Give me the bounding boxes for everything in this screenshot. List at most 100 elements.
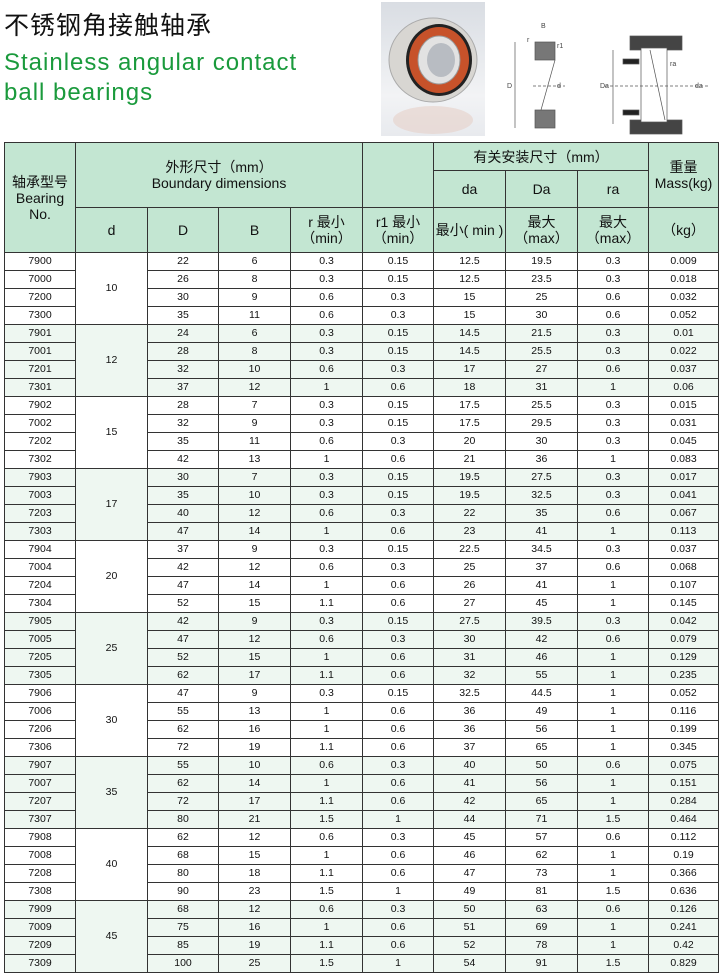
cell-r-min: 0.6 [289,630,364,649]
cell-mass: 0.052 [648,684,720,703]
cell-da-min: 15 [433,288,507,307]
cell-da-min: 30 [433,630,507,649]
cell-da-min: 45 [433,828,507,847]
table-row: 7004 42 12 0.6 0.3 25 37 0.6 0.068 [4,558,720,577]
cell-da-min: 22 [433,504,507,523]
cell-da-min: 42 [433,792,507,811]
cell-B: 8 [218,342,291,361]
table-row: 7205 52 15 1 0.6 31 46 1 0.129 [4,648,720,667]
cell-bearing-no: 7005 [4,630,76,649]
cell-mass: 0.041 [648,486,720,505]
header-D: D [147,207,219,253]
cell-Da-max: 78 [505,936,579,955]
cell-D: 30 [147,468,219,487]
cell-bearing-no: 7904 [4,540,76,559]
cell-B: 15 [218,846,291,865]
cell-r-min: 0.6 [289,432,364,451]
table-row: 7902 15 28 7 0.3 0.15 17.5 25.5 0.3 0.015 [4,396,720,469]
cell-ra-max: 0.6 [577,360,650,379]
cell-B: 10 [218,486,291,505]
cell-bearing-no: 7206 [4,720,76,739]
cell-da-min: 49 [433,882,507,901]
cell-da-min: 52 [433,936,507,955]
cell-r-min: 1 [289,522,364,541]
label-B: B [541,23,546,30]
cell-r1-min: 0.3 [362,558,435,577]
cell-Da-max: 44.5 [505,684,579,703]
cell-Da-max: 62 [505,846,579,865]
cell-mass: 0.042 [648,612,720,631]
cell-r-min: 1 [289,774,364,793]
table-row: 7200 30 9 0.6 0.3 15 25 0.6 0.032 [4,288,720,307]
table-row: 7003 35 10 0.3 0.15 19.5 32.5 0.3 0.041 [4,486,720,505]
cell-ra-max: 0.3 [577,432,650,451]
cell-B: 13 [218,702,291,721]
cell-D: 52 [147,648,219,667]
cell-D: 30 [147,288,219,307]
header-mass: 重量 Mass(kg) [648,142,720,208]
cell-da-min: 15 [433,306,507,325]
cell-bearing-no: 7308 [4,882,76,901]
label-D: D [507,83,512,90]
cell-D: 100 [147,954,219,973]
cell-B: 9 [218,612,291,631]
table-row: 7908 40 62 12 0.6 0.3 45 57 0.6 0.112 [4,828,720,901]
header-r1-min: r1 最小 （min） [362,207,435,253]
bearing-photo [381,2,485,136]
cell-bearing-no: 7306 [4,738,76,757]
cell-mass: 0.075 [648,756,720,775]
cell-r-min: 0.3 [289,612,364,631]
header-B: B [218,207,291,253]
cell-D: 47 [147,684,219,703]
cell-bearing-no: 7201 [4,360,76,379]
cell-Da-max: 46 [505,648,579,667]
cell-r1-min: 0.15 [362,252,435,271]
cell-mass: 0.031 [648,414,720,433]
cell-d: 35 [75,756,148,829]
header-text: 外形尺寸（mm） [165,159,273,175]
cell-r-min: 1.5 [289,954,364,973]
cell-bearing-no: 7300 [4,306,76,325]
cell-B: 7 [218,468,291,487]
cell-B: 10 [218,756,291,775]
cell-r-min: 0.3 [289,468,364,487]
cell-d: 40 [75,828,148,901]
table-row: 7304 52 15 1.1 0.6 27 45 1 0.145 [4,594,720,613]
cell-Da-max: 31 [505,378,579,397]
cell-r1-min: 0.3 [362,288,435,307]
cell-da-min: 44 [433,810,507,829]
cell-d: 15 [75,396,148,469]
cell-Da-max: 55 [505,666,579,685]
cell-ra-max: 1 [577,684,650,703]
cell-r1-min: 0.6 [362,450,435,469]
cell-da-min: 22.5 [433,540,507,559]
cell-r-min: 0.6 [289,288,364,307]
cell-r-min: 0.6 [289,306,364,325]
cell-da-min: 40 [433,756,507,775]
cell-da-min: 18 [433,378,507,397]
cell-r-min: 1 [289,720,364,739]
cell-bearing-no: 7903 [4,468,76,487]
cell-mass: 0.01 [648,324,720,343]
cell-B: 14 [218,522,291,541]
cell-D: 42 [147,450,219,469]
cell-r-min: 1.1 [289,666,364,685]
cell-B: 14 [218,774,291,793]
cell-D: 55 [147,702,219,721]
cell-bearing-no: 7907 [4,756,76,775]
cell-ra-max: 0.3 [577,612,650,631]
cell-r1-min: 0.6 [362,522,435,541]
cell-da-min: 46 [433,846,507,865]
table-row: 7303 47 14 1 0.6 23 41 1 0.113 [4,522,720,541]
cell-da-min: 50 [433,900,507,919]
cell-D: 42 [147,612,219,631]
cell-bearing-no: 7900 [4,252,76,271]
cell-bearing-no: 7001 [4,342,76,361]
header-text: Bearing [15,189,65,206]
header-ra-max: 最大 （max） [577,207,650,253]
cell-mass: 0.145 [648,594,720,613]
cell-da-min: 21 [433,450,507,469]
cell-mass: 0.068 [648,558,720,577]
cell-bearing-no: 7307 [4,810,76,829]
cell-da-min: 17 [433,360,507,379]
